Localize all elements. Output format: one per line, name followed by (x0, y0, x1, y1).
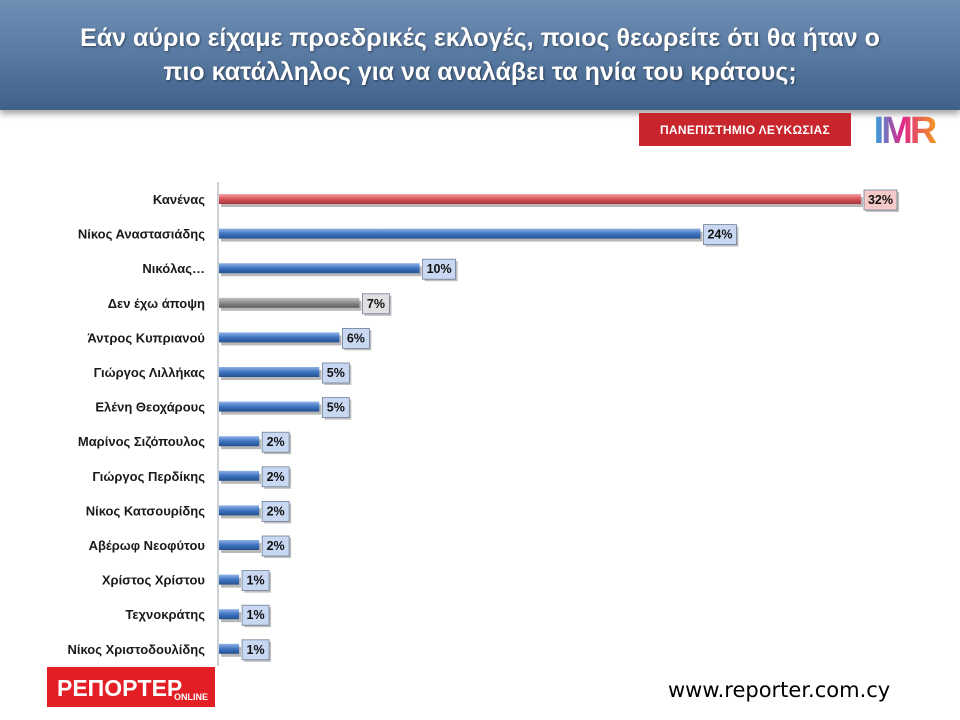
reporter-online-logo: ΡΕΠΟΡΤΕΡ ONLINE (47, 667, 215, 707)
data-label-box (241, 570, 270, 592)
bar (219, 643, 240, 654)
data-label-box (321, 397, 350, 419)
category-label: Κανένας (153, 192, 205, 207)
data-label-box (863, 189, 898, 211)
bar (219, 540, 260, 550)
data-label-box (241, 639, 270, 661)
bar (219, 228, 701, 239)
data-label: 2% (267, 539, 285, 553)
bar (219, 470, 260, 481)
data-label-box (241, 604, 270, 626)
data-label: 2% (267, 435, 285, 449)
bar (219, 297, 360, 308)
data-label: 7% (367, 297, 385, 311)
data-label-box (261, 431, 290, 453)
bar (219, 505, 260, 516)
data-label: 24% (707, 228, 732, 242)
category-label: Νικόλας… (142, 261, 205, 276)
data-label: 6% (347, 331, 365, 345)
title-line-2: πιο κατάλληλος για να αναλάβει τα ηνία τ… (163, 58, 797, 86)
data-label: 1% (247, 574, 265, 588)
data-label-box (321, 362, 350, 384)
category-label: Νίκος Αναστασιάδης (78, 227, 205, 242)
data-label-box (261, 466, 290, 488)
data-label: 32% (868, 193, 893, 207)
category-label: Χρίστος Χρίστου (102, 573, 206, 588)
reporter-logo-sub: ONLINE (174, 692, 208, 702)
category-label: Ελένη Θεοχάρους (95, 400, 205, 415)
title-line-1: Εάν αύριο είχαμε προεδρικές εκλογές, ποι… (80, 24, 880, 52)
reporter-logo-main: ΡΕΠΟΡΤΕΡ (57, 675, 182, 701)
title-banner: Εάν αύριο είχαμε προεδρικές εκλογές, ποι… (0, 0, 960, 110)
imr-logo: IMR (874, 110, 940, 150)
data-label: 2% (267, 470, 285, 484)
bar (219, 332, 340, 343)
bar (219, 609, 240, 620)
chart-title: Εάν αύριο είχαμε προεδρικές εκλογές, ποι… (40, 21, 920, 89)
bar (219, 574, 240, 585)
category-label: Δεν έχω άποψη (108, 296, 205, 311)
website-url: www.reporter.com.cy (668, 678, 891, 702)
data-label-box (341, 327, 370, 349)
category-label: Μαρίνος Σιζόπουλος (78, 434, 205, 449)
category-label: Άντρος Κυπριανού (87, 330, 205, 345)
data-label-box (261, 500, 290, 522)
data-label-box (362, 293, 390, 315)
category-label: Γιώργος Περδίκης (92, 469, 205, 484)
data-label-box (703, 224, 737, 245)
data-label: 5% (327, 366, 345, 380)
data-label: 5% (327, 401, 345, 415)
category-label: Αβέρωφ Νεοφύτου (89, 538, 206, 553)
bar (219, 401, 320, 412)
data-label: 10% (427, 262, 452, 276)
category-label: Νίκος Κατσουρίδης (86, 503, 206, 518)
data-label: 1% (247, 608, 265, 622)
category-label: Γιώργος Λιλλήκας (94, 365, 206, 380)
data-label: 2% (267, 504, 285, 518)
university-badge: ΠΑΝΕΠΙΣΤΗΜΙΟ ΛΕΥΚΩΣΙΑΣ (639, 113, 851, 146)
imr-logo-text: IMR (874, 110, 937, 150)
data-label-box (422, 258, 457, 280)
bar (219, 436, 260, 447)
data-label: 1% (247, 643, 265, 657)
category-label: Νίκος Χριστοδουλίδης (67, 642, 205, 657)
data-label-box (261, 535, 290, 557)
bar (219, 194, 861, 204)
bar (219, 367, 320, 377)
bar (219, 263, 420, 274)
category-label: Τεχνοκράτης (125, 607, 205, 622)
bar-chart: Κανένας 32% Νίκος Αναστασιάδης 24% Νικόλας… 1… (67, 182, 899, 666)
